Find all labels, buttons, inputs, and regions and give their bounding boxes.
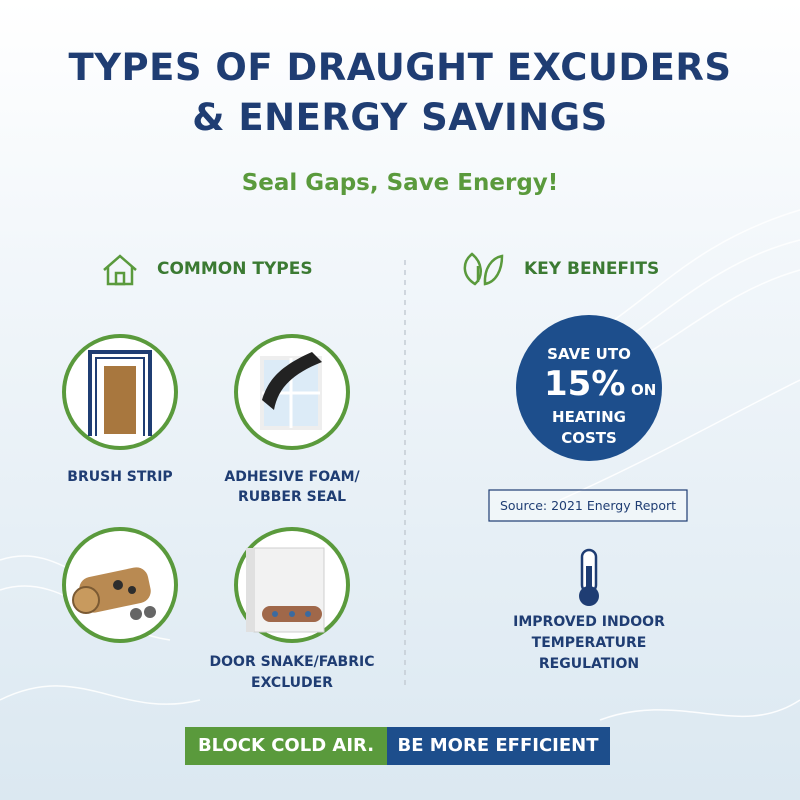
savings-circle <box>516 315 662 461</box>
savings-text: HEATING <box>552 408 626 426</box>
type-label: DOOR SNAKE/FABRIC <box>209 654 375 670</box>
banner-left <box>185 727 387 765</box>
brush-strip-illustration <box>88 350 152 436</box>
savings-figure-row: 15% ON <box>544 366 656 408</box>
door-snake-illustration <box>246 547 325 633</box>
house-icon <box>103 254 137 286</box>
section-heading: COMMON TYPES <box>157 259 313 279</box>
savings-figure: 15% <box>544 364 626 404</box>
window-illustration <box>260 352 322 430</box>
type-label: BRUSH STRIP <box>67 469 173 485</box>
savings-text: SAVE UTO <box>547 345 631 363</box>
subtitle: Seal Gaps, Save Energy! <box>241 170 559 196</box>
source-text: Source: 2021 Energy Report <box>499 498 677 513</box>
title: & ENERGY SAVINGS <box>192 96 608 139</box>
banner-text: BLOCK COLD AIR. <box>197 735 375 756</box>
leaf-icon <box>463 252 504 286</box>
thermometer-icon <box>579 548 599 606</box>
banner-right <box>387 727 610 765</box>
savings-text: ON <box>630 381 657 399</box>
benefit-text: REGULATION <box>538 656 640 672</box>
roll-illustration <box>72 567 156 620</box>
benefit-text: TEMPERATURE <box>531 635 647 651</box>
type-label: EXCLUDER <box>251 675 333 691</box>
benefit-text: IMPROVED INDOOR <box>513 614 665 630</box>
banner-text: BE MORE EFFICIENT <box>397 735 599 756</box>
source-box <box>488 489 688 522</box>
section-heading: KEY BENEFITS <box>524 259 660 279</box>
type-label: ADHESIVE FOAM/ <box>224 469 360 485</box>
savings-text: COSTS <box>561 429 617 447</box>
type-label: RUBBER SEAL <box>237 489 347 505</box>
title: TYPES OF DRAUGHT EXCUDERS <box>68 46 732 89</box>
